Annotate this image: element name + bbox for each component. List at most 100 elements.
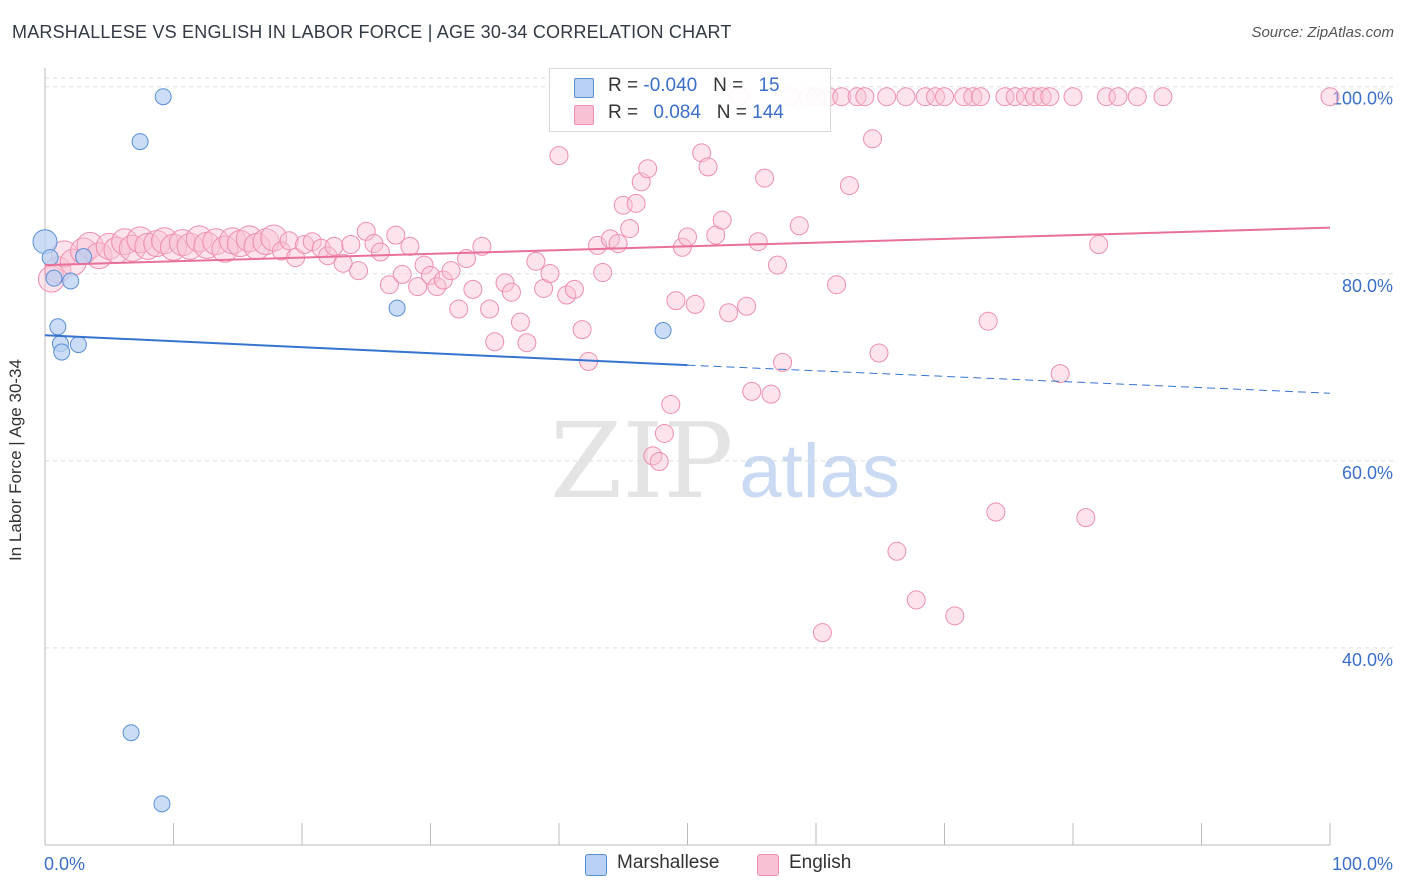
point-english	[869, 343, 889, 363]
point-english	[915, 87, 935, 107]
point-english	[666, 291, 686, 311]
point-english	[1040, 87, 1060, 107]
point-english	[1005, 87, 1025, 107]
legend-n-label: N =	[716, 102, 753, 123]
point-english	[386, 225, 406, 245]
legend-swatch-marshallese	[574, 78, 594, 98]
watermark: ZIPatlas	[550, 400, 900, 522]
point-english	[963, 87, 983, 107]
point-marshallese	[53, 343, 71, 361]
point-english	[324, 236, 344, 256]
point-marshallese	[388, 299, 406, 317]
point-english	[456, 249, 476, 269]
point-english	[168, 229, 196, 257]
legend-label-english: English	[789, 852, 852, 873]
point-english	[970, 87, 990, 107]
point-english	[877, 87, 897, 107]
source-credit: Source: ZipAtlas.com	[1251, 24, 1394, 41]
point-english	[557, 285, 577, 305]
y-tick-label: 80.0%	[1342, 276, 1393, 296]
point-english	[887, 541, 907, 561]
y-tick-label: 40.0%	[1342, 650, 1393, 670]
point-english	[421, 265, 440, 285]
point-english	[649, 452, 669, 471]
y-axis-label: In Labor Force | Age 30-34	[6, 359, 25, 561]
point-english	[737, 296, 757, 316]
point-english	[1050, 364, 1070, 384]
point-english	[349, 261, 369, 281]
point-english	[978, 311, 998, 331]
point-marshallese	[122, 724, 140, 742]
point-marshallese	[49, 318, 67, 336]
point-english	[1063, 87, 1083, 107]
point-english	[827, 275, 847, 295]
point-english	[495, 273, 515, 293]
point-english	[510, 312, 530, 332]
legend-r-value: 0.084	[653, 102, 701, 123]
point-english	[1089, 234, 1109, 254]
legend-r-label: R =	[608, 102, 644, 123]
point-english	[986, 502, 1006, 522]
point-marshallese	[41, 249, 59, 267]
point-english	[463, 279, 483, 299]
point-english	[400, 236, 420, 256]
point-marshallese	[131, 133, 149, 151]
legend-swatch-english	[574, 105, 594, 125]
point-marshallese	[75, 248, 93, 266]
point-english	[863, 129, 883, 149]
point-english	[626, 193, 646, 213]
point-marshallese	[654, 322, 672, 340]
point-marshallese	[45, 269, 63, 287]
point-english	[685, 294, 705, 314]
point-english	[540, 263, 560, 283]
point-english	[654, 423, 674, 443]
point-english	[712, 210, 732, 230]
point-english	[480, 299, 500, 319]
series-legend: Marshallese English	[0, 850, 1406, 880]
legend-text-english: R = 0.084 N = 144	[608, 102, 784, 124]
trendline-marshallese	[44, 334, 688, 367]
point-english	[678, 227, 697, 247]
legend-swatch-english	[757, 854, 779, 876]
point-english	[906, 590, 926, 610]
point-english	[392, 264, 412, 284]
watermark-atlas: atlas	[739, 429, 900, 514]
point-english	[896, 87, 916, 107]
point-english	[485, 332, 505, 352]
point-english	[1032, 87, 1052, 107]
point-english	[789, 216, 809, 236]
legend-r-label: R =	[608, 75, 644, 96]
point-english	[608, 234, 628, 254]
point-english	[935, 87, 954, 107]
x-tick-label: 0.0%	[44, 854, 85, 874]
point-english	[755, 168, 775, 188]
point-english	[441, 261, 461, 281]
point-english	[472, 236, 492, 256]
trendline-english	[44, 226, 1331, 267]
chart-title: MARSHALLESE VS ENGLISH IN LABOR FORCE | …	[12, 22, 732, 42]
legend-r-value: -0.040	[643, 75, 698, 96]
point-english	[748, 232, 768, 252]
point-english	[1076, 508, 1096, 528]
point-english	[572, 320, 592, 340]
point-english	[855, 87, 875, 107]
point-english	[995, 87, 1015, 107]
legend-n-value: 15	[758, 75, 780, 96]
point-english	[408, 277, 428, 297]
point-english	[501, 282, 521, 302]
point-english	[449, 299, 469, 319]
point-english	[812, 623, 832, 643]
point-english	[333, 253, 353, 273]
point-english	[1096, 87, 1116, 107]
point-english	[279, 231, 299, 251]
point-english	[379, 275, 399, 295]
point-english	[211, 235, 239, 263]
point-english	[761, 384, 781, 404]
x-tick-label: 100.0%	[1332, 854, 1393, 874]
point-english	[564, 279, 584, 299]
point-marshallese	[69, 336, 87, 354]
point-english	[370, 242, 390, 262]
point-english	[661, 394, 681, 414]
point-english	[341, 234, 361, 254]
y-tick-label: 100.0%	[1332, 89, 1393, 109]
